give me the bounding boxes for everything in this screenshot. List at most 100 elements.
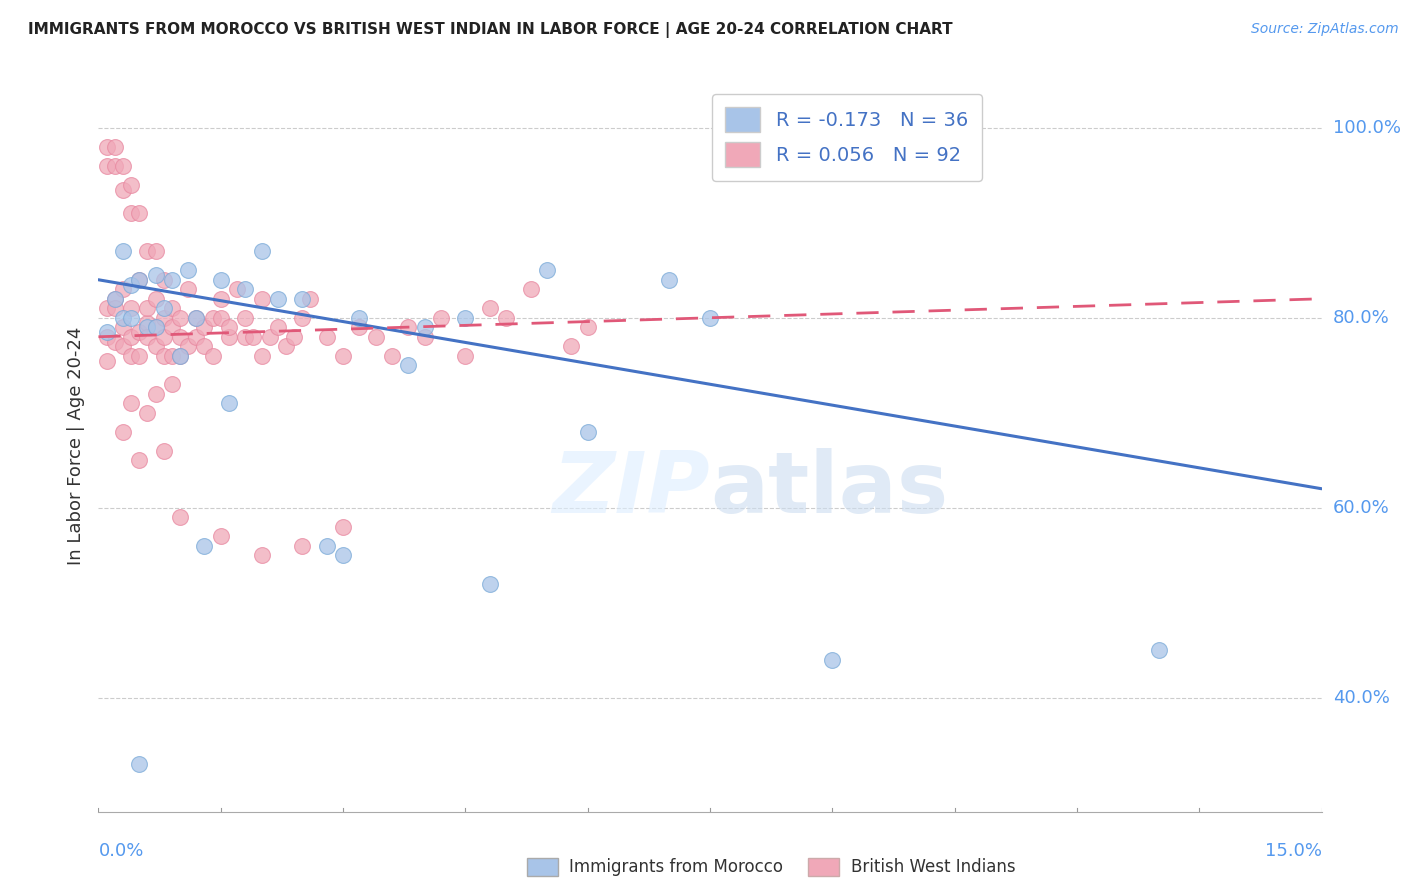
Point <box>209 529 232 543</box>
Point <box>364 330 387 344</box>
Point <box>332 349 354 363</box>
Point <box>136 244 159 259</box>
Point <box>160 301 183 316</box>
Point <box>291 292 314 306</box>
Point <box>152 310 174 325</box>
Point <box>145 292 167 306</box>
Point <box>136 316 159 330</box>
Point <box>821 653 844 667</box>
Point <box>160 320 183 334</box>
Point <box>658 273 681 287</box>
Point <box>495 310 517 325</box>
Point <box>152 273 174 287</box>
Point <box>96 159 118 173</box>
Point <box>332 548 354 562</box>
Point <box>145 339 167 353</box>
Point <box>160 377 183 392</box>
Text: 80.0%: 80.0% <box>1333 309 1389 326</box>
Point <box>128 757 150 772</box>
Point <box>136 320 159 334</box>
Point <box>209 273 232 287</box>
Point <box>96 301 118 316</box>
Point <box>177 282 200 296</box>
Point <box>111 425 134 439</box>
Point <box>169 310 191 325</box>
Text: Source: ZipAtlas.com: Source: ZipAtlas.com <box>1251 22 1399 37</box>
Point <box>169 349 191 363</box>
Point <box>104 334 127 349</box>
Text: 40.0%: 40.0% <box>1333 689 1389 706</box>
Point <box>242 330 264 344</box>
Point <box>111 244 134 259</box>
Point <box>201 349 224 363</box>
Point <box>169 510 191 524</box>
Point <box>145 320 167 334</box>
Legend: R = -0.173   N = 36, R = 0.056   N = 92: R = -0.173 N = 36, R = 0.056 N = 92 <box>711 94 981 180</box>
Point <box>519 282 541 296</box>
Point <box>283 330 305 344</box>
Point <box>291 539 314 553</box>
Point <box>145 244 167 259</box>
Point <box>381 349 404 363</box>
Point <box>193 339 215 353</box>
Point <box>120 178 142 192</box>
Point <box>209 292 232 306</box>
Point <box>299 292 322 306</box>
Point <box>233 310 256 325</box>
Point <box>152 330 174 344</box>
Point <box>413 320 436 334</box>
Point <box>145 320 167 334</box>
Text: Immigrants from Morocco: Immigrants from Morocco <box>569 858 783 876</box>
Point <box>699 310 721 325</box>
Point <box>111 159 134 173</box>
Text: 0.0%: 0.0% <box>98 842 143 860</box>
Text: ZIP: ZIP <box>553 449 710 532</box>
Text: 60.0%: 60.0% <box>1333 499 1389 516</box>
Point <box>250 292 273 306</box>
Point <box>226 282 249 296</box>
Point <box>104 292 127 306</box>
Point <box>104 159 127 173</box>
Point <box>128 273 150 287</box>
Point <box>120 310 142 325</box>
Point <box>193 320 215 334</box>
Point <box>111 182 134 196</box>
Point <box>104 140 127 154</box>
Point <box>96 330 118 344</box>
Point <box>136 406 159 420</box>
Point <box>250 548 273 562</box>
Point <box>267 320 290 334</box>
Point <box>120 206 142 220</box>
Point <box>274 339 297 353</box>
Point <box>259 330 281 344</box>
Point <box>96 325 118 339</box>
Point <box>186 310 208 325</box>
Point <box>536 263 558 277</box>
Point <box>152 443 174 458</box>
Point <box>233 330 256 344</box>
Point <box>111 282 134 296</box>
Point <box>1147 643 1170 657</box>
Point <box>250 244 273 259</box>
Point <box>104 292 127 306</box>
Point <box>169 330 191 344</box>
Point <box>332 520 354 534</box>
Point <box>186 310 208 325</box>
Point <box>96 140 118 154</box>
Point <box>396 320 419 334</box>
Point <box>169 349 191 363</box>
Point <box>413 330 436 344</box>
Point <box>160 273 183 287</box>
Text: British West Indians: British West Indians <box>851 858 1015 876</box>
Point <box>201 310 224 325</box>
Point <box>267 292 290 306</box>
Point <box>120 349 142 363</box>
Point <box>250 349 273 363</box>
Point <box>349 310 371 325</box>
Point <box>315 330 337 344</box>
Point <box>111 310 134 325</box>
Point <box>120 396 142 410</box>
Point <box>193 539 215 553</box>
Point <box>560 339 582 353</box>
Point <box>233 282 256 296</box>
